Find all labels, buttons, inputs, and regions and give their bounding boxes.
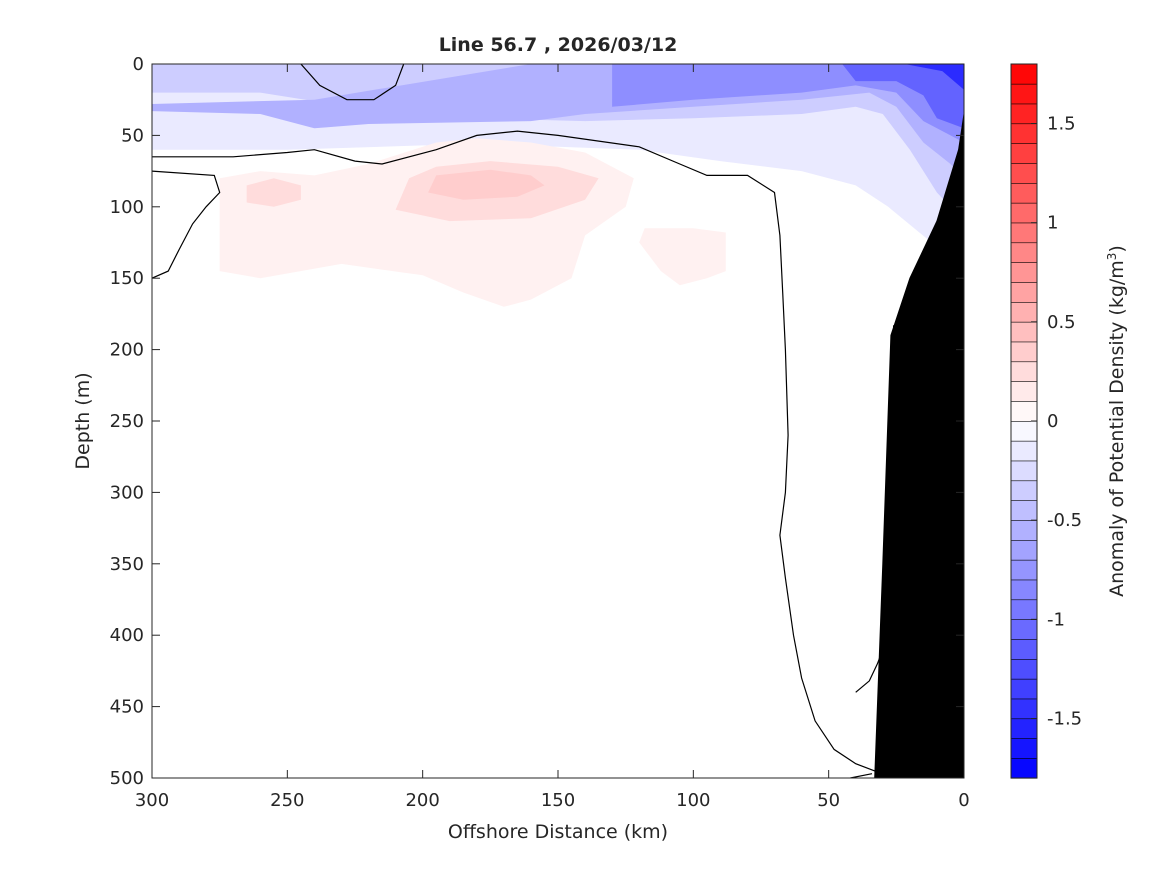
colorbar-swatch-18 <box>1010 400 1038 422</box>
anomaly-region-7 <box>639 228 726 286</box>
colorbar-swatch-8 <box>1010 599 1038 620</box>
colorbar-swatch-34 <box>1010 83 1038 105</box>
y-tick-label-3: 150 <box>110 268 144 289</box>
colorbar-swatch-3 <box>1010 698 1038 720</box>
x-tick-label-6: 0 <box>958 790 969 811</box>
y-tick-label-0: 0 <box>133 54 144 75</box>
colorbar-swatch-5 <box>1010 658 1038 680</box>
colorbar-tick-label-1: 1 <box>1047 213 1058 234</box>
y-axis-label: Depth (m) <box>72 372 94 469</box>
colorbar-label-sup: 3 <box>1105 253 1119 261</box>
y-tick-label-9: 450 <box>110 697 144 718</box>
y-tick-label-5: 250 <box>110 411 144 432</box>
colorbar-swatch-6 <box>1010 638 1038 660</box>
bathymetry-layer <box>874 113 964 778</box>
colorbar-swatch-16 <box>1010 440 1038 462</box>
anomaly-region-3 <box>612 64 964 143</box>
x-tick-label-4: 100 <box>676 790 710 811</box>
colorbar-swatch-2 <box>1010 718 1038 739</box>
colorbar-swatch-11 <box>1010 539 1038 561</box>
colorbar-swatch-33 <box>1010 103 1038 125</box>
colorbar-swatch-35 <box>1010 63 1038 85</box>
zero-contour-1 <box>300 64 405 101</box>
colorbar-swatch-1 <box>1010 738 1038 759</box>
x-tick-label-1: 250 <box>270 790 304 811</box>
x-tick-label-2: 200 <box>405 790 439 811</box>
chart-title: Line 56.7 , 2026/03/12 <box>439 34 678 56</box>
colorbar-swatch-7 <box>1010 619 1038 640</box>
colorbar: 1.5 1 0.5 0 -0.5 -1 -1.5 <box>1010 63 1082 779</box>
colorbar-swatch-0 <box>1010 757 1038 779</box>
colorbar-tick-label-4: -0.5 <box>1047 510 1082 531</box>
colorbar-swatch-10 <box>1010 559 1038 581</box>
y-tick-label-10: 500 <box>110 768 144 789</box>
y-tick-label-8: 400 <box>110 625 144 646</box>
x-axis: 300 250 200 150 100 50 0 <box>135 64 970 811</box>
x-tick-label-5: 50 <box>817 790 840 811</box>
anomaly-region-4 <box>842 64 964 129</box>
colorbar-swatch-15 <box>1010 460 1038 482</box>
y-axis: 0 50 100 150 200 250 300 350 400 450 500 <box>110 54 964 789</box>
colorbar-swatch-32 <box>1010 123 1038 144</box>
x-tick-label-0: 300 <box>135 790 169 811</box>
colorbar-swatch-19 <box>1010 381 1038 402</box>
colorbar-label: Anomaly of Potential Density (kg/m3) <box>1105 245 1128 597</box>
colorbar-swatch-12 <box>1010 519 1038 541</box>
colorbar-tick-label-2: 0.5 <box>1047 312 1076 333</box>
colorbar-swatch-13 <box>1010 500 1038 521</box>
colorbar-label-text: Anomaly of Potential Density (kg/m <box>1106 260 1128 597</box>
zero-contour-0 <box>152 130 875 772</box>
colorbar-tick-label-5: -1 <box>1047 609 1065 630</box>
anomaly-fields <box>152 64 964 307</box>
colorbar-swatch-20 <box>1010 361 1038 382</box>
colorbar-swatch-28 <box>1010 202 1038 224</box>
zero-contour-2 <box>152 170 221 279</box>
colorbar-swatch-31 <box>1010 143 1038 164</box>
colorbar-swatch-27 <box>1010 222 1038 244</box>
colorbar-swatch-21 <box>1010 341 1038 363</box>
colorbar-swatch-25 <box>1010 262 1038 283</box>
colorbar-swatch-23 <box>1010 301 1038 323</box>
colorbar-label-end: ) <box>1106 245 1128 252</box>
colorbar-swatch-4 <box>1010 678 1038 700</box>
colorbar-swatch-29 <box>1010 182 1038 204</box>
y-tick-label-1: 50 <box>121 125 144 146</box>
zero-contours <box>152 64 895 778</box>
colorbar-swatch-9 <box>1010 579 1038 601</box>
colorbar-swatch-22 <box>1010 321 1038 343</box>
y-tick-label-6: 300 <box>110 482 144 503</box>
y-tick-label-2: 100 <box>110 197 144 218</box>
x-tick-label-3: 150 <box>541 790 575 811</box>
y-tick-label-4: 200 <box>110 340 144 361</box>
anomaly-region-5 <box>904 64 964 90</box>
anomaly-region-8 <box>246 178 301 207</box>
colorbar-swatch-17 <box>1010 420 1038 442</box>
colorbar-tick-label-6: -1.5 <box>1047 709 1082 730</box>
anomaly-region-10 <box>428 169 545 200</box>
colorbar-swatch-14 <box>1010 480 1038 501</box>
colorbar-tick-label-3: 0 <box>1047 411 1058 432</box>
x-axis-label: Offshore Distance (km) <box>448 821 668 843</box>
bathymetry-shelf <box>874 113 964 778</box>
colorbar-swatch-24 <box>1010 281 1038 303</box>
zero-contour-6 <box>850 773 873 778</box>
y-tick-label-7: 350 <box>110 554 144 575</box>
colorbar-swatch-30 <box>1010 162 1038 184</box>
colorbar-swatch-26 <box>1010 242 1038 263</box>
colorbar-tick-label-0: 1.5 <box>1047 114 1076 135</box>
